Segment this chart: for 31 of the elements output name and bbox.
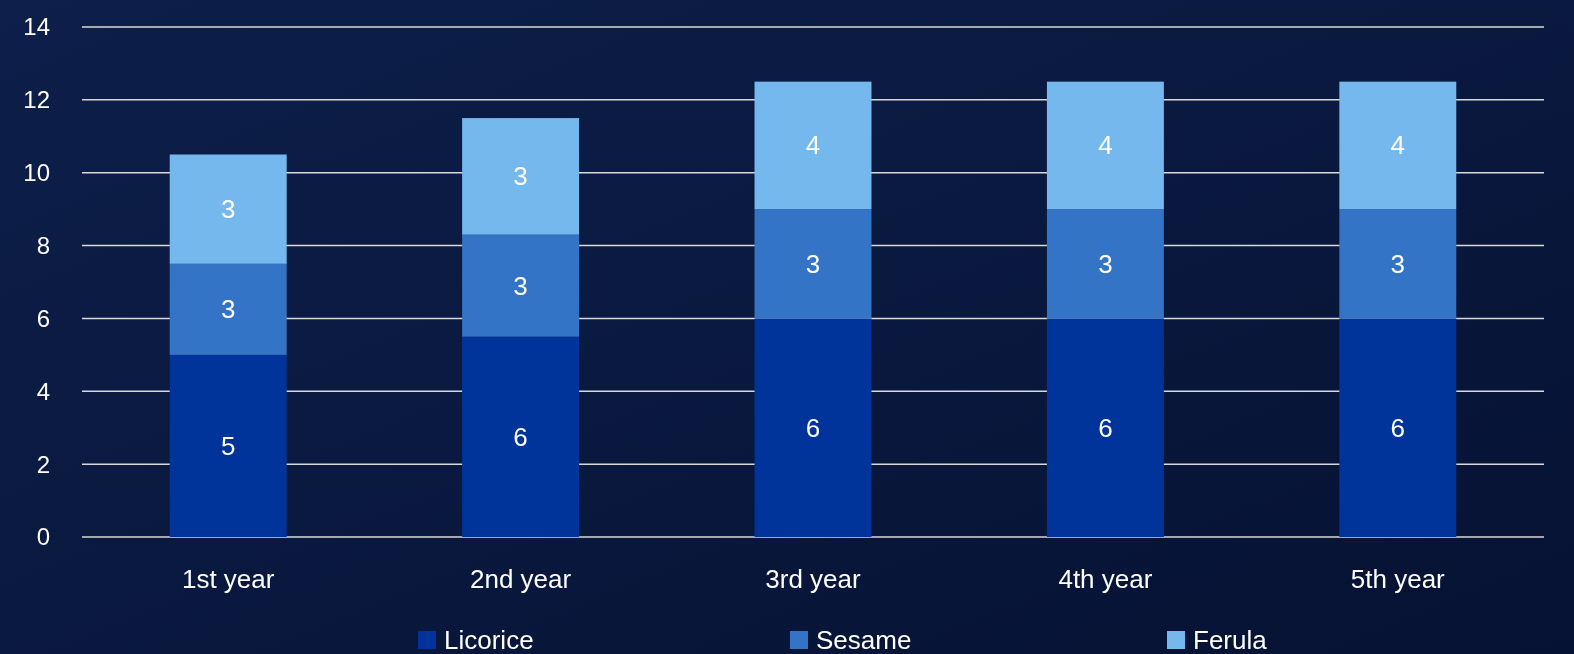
- y-tick-label: 6: [36, 304, 50, 332]
- data-label: 6: [1098, 412, 1113, 443]
- legend-label: Ferula: [1193, 625, 1268, 654]
- data-label: 6: [805, 412, 821, 443]
- data-label: 3: [220, 294, 236, 325]
- data-label: 4: [1390, 130, 1406, 161]
- x-tick-label: 2nd year: [470, 564, 572, 595]
- data-label: 5: [220, 431, 236, 462]
- y-tick-label: 4: [36, 377, 50, 405]
- data-label: 3: [513, 270, 528, 301]
- x-tick-label: 5th year: [1350, 564, 1446, 595]
- data-label: 3: [1390, 248, 1406, 279]
- y-tick-label: 10: [23, 159, 50, 187]
- x-tick-label: 1st year: [181, 564, 275, 595]
- data-label: 3: [805, 248, 821, 279]
- data-label: 6: [1390, 412, 1406, 443]
- data-label: 3: [513, 161, 528, 192]
- data-label: 4: [1098, 130, 1113, 161]
- data-label: 6: [513, 421, 528, 452]
- x-tick-label: 3rd year: [765, 564, 862, 595]
- y-tick-label: 12: [23, 86, 50, 114]
- y-tick-label: 0: [36, 523, 50, 551]
- data-label: 4: [805, 130, 821, 161]
- data-label: 3: [1098, 248, 1113, 279]
- legend-label: Licorice: [444, 625, 534, 654]
- data-label: 3: [220, 194, 236, 225]
- y-tick-label: 2: [36, 450, 50, 478]
- y-tick-label: 14: [23, 13, 50, 41]
- x-tick-label: 4th year: [1058, 564, 1153, 595]
- y-tick-label: 8: [36, 231, 50, 259]
- legend-label: Sesame: [816, 625, 912, 654]
